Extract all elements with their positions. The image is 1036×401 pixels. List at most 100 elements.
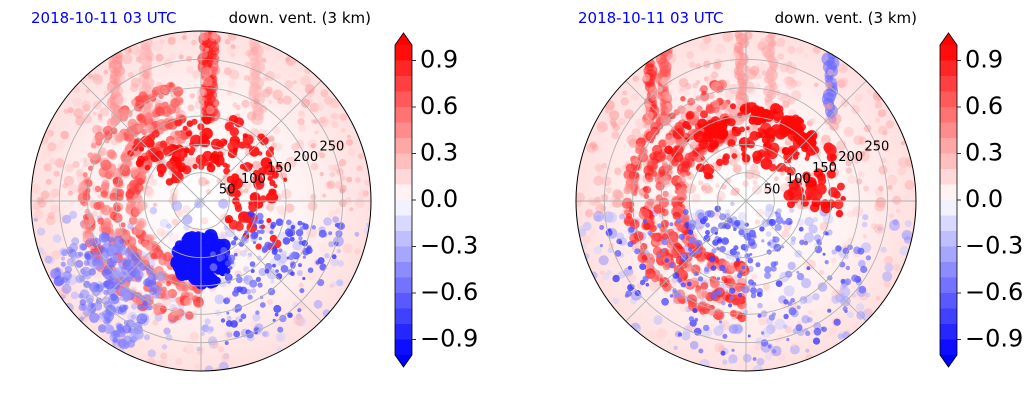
velocity-cell-panel1	[193, 296, 204, 308]
velocity-cell-panel2	[627, 241, 634, 248]
velocity-cell-panel1	[336, 248, 341, 254]
velocity-cell-panel1	[115, 63, 120, 69]
velocity-cell-panel2	[750, 105, 762, 117]
velocity-cell-panel1	[116, 74, 126, 84]
velocity-cell-panel1	[226, 46, 235, 55]
velocity-cell-panel1	[311, 225, 316, 230]
velocity-cell-panel2	[582, 221, 592, 231]
velocity-cell-panel2	[689, 250, 696, 257]
velocity-cell-panel1	[91, 287, 101, 297]
velocity-cell-panel1	[250, 269, 255, 273]
velocity-cell-panel2	[671, 200, 678, 208]
velocity-cell-panel1	[258, 236, 263, 241]
velocity-cell-panel2	[708, 309, 715, 316]
velocity-cell-panel2	[695, 80, 701, 85]
velocity-cell-panel1	[285, 156, 297, 168]
velocity-cell-panel1	[145, 112, 153, 120]
velocity-cell-panel1	[175, 357, 183, 366]
velocity-cell-panel1	[245, 49, 253, 57]
velocity-cell-panel2	[851, 293, 857, 298]
colorbar-panel2: 0.9 0.6 0.3 0.0 −0.3 −0.6 −0.9	[939, 32, 1023, 368]
velocity-cell-panel1	[349, 207, 354, 212]
velocity-cell-panel1	[141, 314, 147, 320]
velocity-cell-panel2	[679, 304, 688, 313]
velocity-cell-panel1	[187, 104, 195, 112]
velocity-cell-panel1	[79, 316, 84, 322]
velocity-cell-panel2	[635, 118, 646, 129]
velocity-cell-panel1	[155, 53, 164, 62]
velocity-cell-panel2	[756, 74, 762, 80]
velocity-cell-panel2	[743, 366, 750, 371]
velocity-cell-panel2	[716, 158, 724, 167]
velocity-cell-panel2	[804, 187, 816, 198]
colorbar-segment-panel1	[395, 153, 412, 170]
velocity-cell-panel1	[61, 283, 72, 294]
velocity-cell-panel1	[199, 131, 204, 136]
velocity-cell-panel2	[672, 272, 680, 279]
radial-tick-label-200-panel2: 200	[838, 150, 863, 165]
velocity-cell-panel2	[823, 116, 833, 125]
velocity-cell-panel2	[711, 248, 717, 254]
velocity-cell-panel2	[884, 255, 894, 265]
velocity-cell-panel1	[311, 119, 316, 124]
velocity-cell-panel2	[688, 223, 696, 231]
velocity-cell-panel1	[175, 138, 181, 145]
polar-grid-panel1	[31, 31, 371, 371]
velocity-cell-panel2	[781, 245, 785, 249]
velocity-cell-panel2	[656, 253, 661, 258]
velocity-cell-panel1	[228, 266, 233, 270]
velocity-cell-panel2	[578, 225, 584, 231]
velocity-cell-panel1	[69, 210, 78, 219]
velocity-cell-panel1	[287, 312, 293, 319]
velocity-cell-panel1	[204, 47, 209, 52]
velocity-cell-panel2	[743, 31, 753, 40]
velocity-cell-panel1	[147, 94, 155, 101]
velocity-cell-panel2	[675, 221, 687, 232]
velocity-cell-panel2	[813, 82, 819, 88]
velocity-cell-panel1	[92, 211, 98, 217]
velocity-cell-panel2	[897, 167, 906, 176]
velocity-cell-panel2	[695, 239, 703, 248]
velocity-cell-panel2	[768, 163, 777, 172]
velocity-cell-panel2	[759, 37, 770, 48]
velocity-cell-panel1	[78, 181, 88, 192]
velocity-cell-panel2	[781, 147, 790, 155]
velocity-cell-panel2	[731, 348, 735, 352]
velocity-cell-panel2	[703, 324, 710, 332]
velocity-cell-panel1	[191, 39, 197, 46]
velocity-cell-panel1	[233, 330, 241, 338]
velocity-cell-panel2	[734, 219, 741, 227]
velocity-cell-panel1	[272, 318, 276, 322]
velocity-cell-panel1	[241, 235, 248, 242]
velocity-cell-panel2	[634, 248, 641, 255]
velocity-cell-panel2	[805, 177, 817, 189]
velocity-cell-panel2	[752, 357, 757, 361]
velocity-cell-panel1	[239, 318, 243, 322]
velocity-cell-panel2	[747, 257, 754, 264]
velocity-cell-panel1	[89, 312, 100, 323]
velocity-cell-panel1	[217, 346, 225, 353]
velocity-cell-panel2	[818, 269, 825, 276]
velocity-cell-panel2	[711, 71, 719, 79]
velocity-cell-panel1	[130, 290, 137, 297]
velocity-cell-panel1	[333, 113, 341, 120]
title-right-panel2: down. vent. (3 km)	[775, 9, 917, 27]
velocity-cell-panel1	[230, 52, 236, 58]
velocity-cell-panel2	[904, 220, 912, 228]
title-left-panel2: 2018-10-11 03 UTC	[578, 9, 724, 27]
velocity-cell-panel2	[669, 222, 674, 227]
velocity-cell-panel1	[135, 159, 144, 168]
velocity-cell-panel1	[158, 84, 167, 94]
velocity-cell-panel2	[677, 105, 686, 115]
velocity-cell-panel2	[708, 255, 716, 263]
velocity-cell-panel1	[277, 326, 284, 333]
velocity-cell-panel2	[781, 229, 790, 238]
velocity-cell-panel2	[831, 249, 838, 255]
velocity-cell-panel1	[82, 157, 88, 163]
velocity-cell-panel2	[790, 297, 795, 303]
velocity-cell-panel2	[845, 167, 852, 174]
velocity-cell-panel2	[596, 121, 608, 133]
colorbar-segment-panel1	[395, 91, 412, 108]
colorbar-segment-panel1	[395, 76, 412, 92]
velocity-cell-panel2	[780, 183, 789, 193]
